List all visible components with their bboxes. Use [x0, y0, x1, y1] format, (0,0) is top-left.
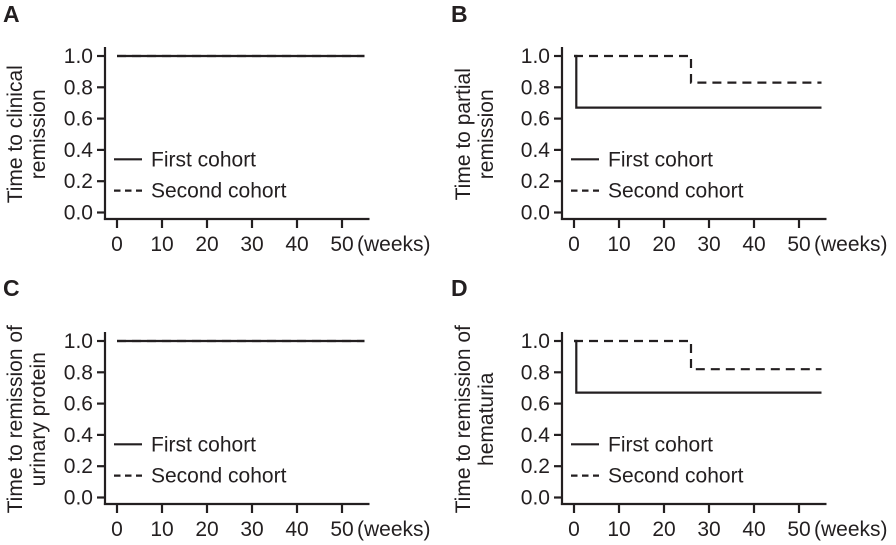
x-tick-label: 50 — [330, 518, 353, 541]
y-axis-label-line: Time to remission of — [452, 325, 475, 513]
x-tick-label: 50 — [787, 233, 810, 256]
y-tick-label: 0.4 — [521, 139, 551, 162]
x-tick-label: 40 — [742, 233, 765, 256]
y-tick-label: 1.0 — [521, 330, 550, 353]
plot-svg-d: D Time to remission of hematuria 1.0 0.8 0.6 0… — [451, 275, 888, 541]
x-tick-label: 30 — [697, 233, 720, 256]
y-tick-label: 0.0 — [521, 487, 550, 510]
y-tick-label: 0.2 — [64, 170, 93, 193]
legend-label-first-cohort: First cohort — [608, 433, 713, 456]
x-tick-label: 20 — [652, 518, 675, 541]
x-tick-label: 20 — [195, 233, 218, 256]
y-axis-label-line: hematuria — [475, 372, 498, 466]
y-tick-label: 1.0 — [64, 330, 93, 353]
x-tick-label: 30 — [240, 233, 263, 256]
y-tick-label: 0.4 — [521, 424, 551, 447]
panel-letter: D — [451, 275, 468, 301]
y-tick-label: 0.0 — [521, 202, 550, 225]
x-tick-label: 10 — [150, 518, 173, 541]
legend-label-second-cohort: Second cohort — [608, 465, 744, 488]
legend-label-first-cohort: First cohort — [608, 148, 713, 171]
panel-b: B Time to partial remission 1.0 0.8 0.6 0.4 0.2… — [448, 0, 896, 272]
x-axis-unit-label: (weeks) — [814, 233, 888, 256]
panel-letter: C — [3, 275, 20, 301]
x-axis-unit-label: (weeks) — [357, 233, 431, 256]
y-tick-label: 0.8 — [521, 361, 550, 384]
x-tick-label: 0 — [111, 518, 123, 541]
panel-letter: B — [451, 1, 468, 27]
x-tick-label: 10 — [150, 233, 173, 256]
second-cohort-line — [574, 54, 822, 84]
x-tick-label: 20 — [195, 518, 218, 541]
panel-a: A Time to clinical remission 1.0 0.8 0.6 0.4 0.… — [0, 0, 448, 272]
first-cohort-line — [574, 339, 822, 394]
y-tick-label: 0.6 — [521, 393, 550, 416]
y-tick-label: 0.8 — [64, 361, 93, 384]
legend-label-second-cohort: Second cohort — [151, 180, 287, 203]
legend-label-first-cohort: First cohort — [151, 148, 256, 171]
y-tick-label: 0.6 — [521, 108, 550, 131]
plot-svg-b: B Time to partial remission 1.0 0.8 0.6 0.4 0.2… — [451, 1, 888, 256]
y-tick-label: 0.2 — [64, 455, 93, 478]
y-axis-label-line: remission — [475, 89, 498, 179]
y-axis-label-line: Time to remission of — [4, 325, 27, 513]
x-tick-label: 10 — [607, 233, 630, 256]
y-tick-label: 0.2 — [521, 455, 550, 478]
plot-svg-c: C Time to remission of urinary protein 1.0 0… — [3, 275, 431, 541]
x-tick-label: 40 — [285, 233, 308, 256]
y-tick-label: 1.0 — [521, 45, 550, 68]
x-tick-label: 0 — [568, 233, 580, 256]
legend-label-second-cohort: Second cohort — [151, 465, 287, 488]
x-tick-label: 40 — [285, 518, 308, 541]
x-tick-label: 50 — [330, 233, 353, 256]
x-tick-label: 30 — [240, 518, 263, 541]
y-axis-label-line: Time to partial — [452, 68, 475, 200]
y-tick-label: 0.2 — [521, 170, 550, 193]
y-tick-label: 0.8 — [64, 76, 93, 99]
y-tick-label: 0.4 — [64, 139, 94, 162]
y-tick-label: 0.0 — [64, 202, 93, 225]
y-tick-label: 1.0 — [64, 45, 93, 68]
y-tick-label: 0.0 — [64, 487, 93, 510]
y-axis-label-line: Time to clinical — [4, 65, 27, 203]
y-axis-label-line: remission — [27, 89, 50, 179]
x-axis-unit-label: (weeks) — [814, 518, 888, 541]
x-tick-label: 10 — [607, 518, 630, 541]
first-cohort-line — [574, 54, 822, 109]
panel-letter: A — [3, 1, 20, 27]
y-tick-label: 0.4 — [64, 424, 94, 447]
y-axis-label-line: urinary protein — [27, 352, 50, 486]
x-tick-label: 50 — [787, 518, 810, 541]
panel-c: C Time to remission of urinary protein 1.0 0… — [0, 272, 448, 545]
y-tick-label: 0.6 — [64, 108, 93, 131]
x-tick-label: 0 — [111, 233, 123, 256]
legend-label-second-cohort: Second cohort — [608, 180, 744, 203]
y-tick-label: 0.6 — [64, 393, 93, 416]
second-cohort-line — [574, 339, 822, 371]
y-tick-label: 0.8 — [521, 76, 550, 99]
x-tick-label: 40 — [742, 518, 765, 541]
plot-svg-a: A Time to clinical remission 1.0 0.8 0.6 0.4 0.… — [3, 1, 431, 256]
panel-d: D Time to remission of hematuria 1.0 0.8 0.6 0… — [448, 272, 896, 545]
x-tick-label: 0 — [568, 518, 580, 541]
x-tick-label: 20 — [652, 233, 675, 256]
x-tick-label: 30 — [697, 518, 720, 541]
x-axis-unit-label: (weeks) — [357, 518, 431, 541]
legend-label-first-cohort: First cohort — [151, 433, 256, 456]
